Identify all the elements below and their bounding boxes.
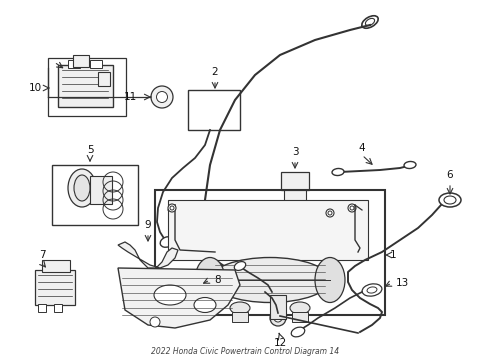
Bar — [155, 190, 385, 315]
Bar — [90, 176, 112, 204]
Ellipse shape — [68, 169, 96, 207]
Ellipse shape — [332, 168, 344, 176]
Ellipse shape — [230, 302, 250, 314]
Ellipse shape — [150, 317, 160, 327]
Ellipse shape — [439, 193, 461, 207]
Text: 9: 9 — [145, 220, 151, 230]
Bar — [188, 90, 240, 130]
Ellipse shape — [168, 204, 176, 212]
Bar — [232, 312, 248, 322]
Text: 10: 10 — [28, 83, 42, 93]
Bar — [296, 202, 303, 208]
Ellipse shape — [74, 175, 90, 201]
Ellipse shape — [315, 257, 345, 302]
Ellipse shape — [328, 211, 332, 215]
Text: 5: 5 — [87, 145, 93, 155]
Polygon shape — [118, 242, 178, 268]
Ellipse shape — [210, 257, 330, 302]
Ellipse shape — [234, 262, 245, 270]
Ellipse shape — [194, 297, 216, 312]
Bar — [68, 60, 80, 68]
Ellipse shape — [154, 285, 186, 305]
Ellipse shape — [291, 327, 305, 337]
Bar — [73, 55, 89, 67]
Bar — [42, 260, 70, 272]
Bar — [35, 270, 75, 305]
Text: 13: 13 — [395, 278, 409, 288]
Bar — [270, 295, 286, 319]
Bar — [286, 202, 293, 208]
Bar — [38, 304, 46, 312]
Text: 2022 Honda Civic Powertrain Control Diagram 14: 2022 Honda Civic Powertrain Control Diag… — [151, 347, 339, 356]
Ellipse shape — [156, 91, 168, 103]
Ellipse shape — [274, 314, 282, 322]
Ellipse shape — [362, 16, 378, 28]
Bar — [54, 304, 62, 312]
Bar — [52, 165, 138, 225]
Text: 7: 7 — [39, 250, 45, 260]
Text: 4: 4 — [359, 143, 366, 153]
Ellipse shape — [444, 196, 456, 204]
Ellipse shape — [348, 204, 356, 212]
Ellipse shape — [404, 162, 416, 168]
Ellipse shape — [170, 206, 174, 210]
Ellipse shape — [270, 310, 286, 326]
Text: 2: 2 — [212, 67, 219, 77]
Ellipse shape — [151, 86, 173, 108]
Ellipse shape — [366, 18, 374, 26]
Text: 3: 3 — [292, 147, 298, 157]
Ellipse shape — [160, 237, 174, 247]
Bar — [284, 190, 306, 202]
Ellipse shape — [367, 287, 377, 293]
Polygon shape — [118, 268, 240, 328]
Bar — [58, 65, 113, 107]
Ellipse shape — [195, 257, 225, 302]
Bar — [281, 172, 309, 190]
Bar — [168, 200, 368, 260]
Ellipse shape — [326, 209, 334, 217]
Text: 12: 12 — [273, 338, 287, 348]
Bar — [292, 312, 308, 322]
Bar — [48, 58, 126, 116]
Ellipse shape — [362, 284, 382, 296]
Text: 1: 1 — [390, 250, 396, 260]
Text: 11: 11 — [123, 92, 137, 102]
Bar — [90, 60, 102, 68]
Ellipse shape — [290, 302, 310, 314]
Ellipse shape — [350, 206, 354, 210]
Text: 6: 6 — [447, 170, 453, 180]
Text: 8: 8 — [215, 275, 221, 285]
Bar — [98, 72, 110, 86]
